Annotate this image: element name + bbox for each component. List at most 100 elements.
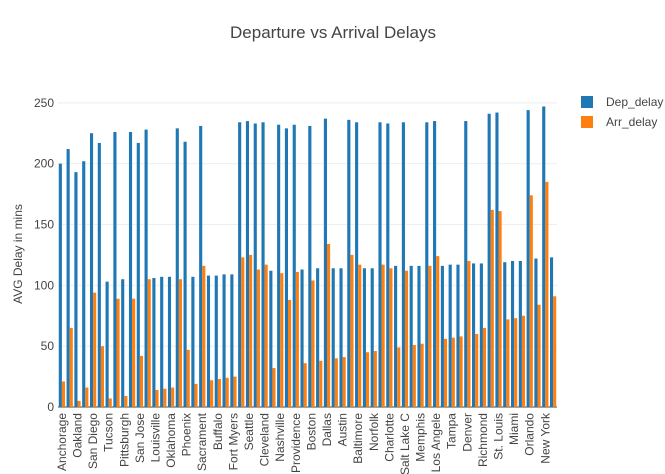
bar — [82, 161, 86, 407]
bar — [412, 344, 416, 407]
bar — [316, 268, 320, 407]
x-tick-label: Miami — [507, 413, 521, 445]
bar — [342, 357, 346, 407]
x-tick-label: Charlotte — [382, 413, 396, 462]
x-tick-label: Nashville — [273, 413, 287, 462]
bar — [249, 254, 253, 407]
x-tick-label: Anchorage — [55, 413, 69, 471]
bar — [428, 265, 432, 407]
bar — [160, 276, 164, 407]
bar — [214, 275, 218, 407]
x-tick-label: Memphis — [414, 413, 428, 462]
bar — [350, 254, 354, 407]
x-tick-label: Tucson — [102, 413, 116, 452]
bar — [404, 270, 409, 407]
bar — [381, 264, 385, 407]
bar — [495, 112, 499, 407]
y-tick-label: 150 — [34, 217, 54, 231]
x-tick-label: Salt Lake C — [398, 413, 412, 474]
bar — [467, 260, 471, 407]
bar — [124, 396, 128, 407]
bar — [230, 274, 234, 407]
bar — [288, 299, 292, 407]
x-tick-label: Cleveland — [258, 413, 272, 466]
bar — [199, 125, 203, 407]
legend-label: Dep_delay — [606, 95, 663, 109]
bar — [272, 368, 276, 407]
bar — [256, 269, 260, 407]
bar — [121, 279, 125, 407]
bar — [311, 280, 315, 407]
x-tick-label: Louisville — [148, 413, 162, 463]
y-tick-label: 200 — [34, 157, 54, 171]
bar — [521, 315, 526, 407]
bar — [280, 273, 284, 407]
bar — [163, 388, 167, 407]
y-axis-title: AVG Delay in mins — [11, 204, 25, 304]
bar — [526, 110, 530, 408]
bar — [440, 265, 444, 407]
bar — [277, 124, 281, 407]
x-tick-label: Pittsburgh — [117, 413, 131, 467]
bar — [105, 281, 109, 407]
bar — [326, 243, 331, 407]
x-tick-label: Providence — [289, 413, 303, 473]
bar — [362, 268, 366, 407]
bar — [339, 268, 343, 407]
bar — [69, 327, 73, 407]
bar — [490, 209, 494, 407]
bar — [518, 260, 522, 407]
bar — [167, 276, 172, 407]
bar — [116, 298, 120, 407]
bar — [222, 274, 226, 407]
bar — [553, 296, 557, 407]
bar — [417, 265, 421, 407]
bar — [100, 346, 105, 407]
bar — [152, 278, 156, 407]
x-tick-label: Norfolk — [367, 412, 381, 451]
bar — [284, 128, 289, 407]
bar — [295, 271, 299, 407]
bar — [506, 319, 510, 407]
bar — [132, 298, 136, 407]
bar — [300, 269, 304, 407]
bar — [443, 338, 448, 407]
bar — [436, 256, 440, 407]
bar — [89, 133, 94, 407]
bar — [171, 387, 175, 407]
bar — [479, 263, 483, 407]
bar — [225, 377, 229, 407]
bar — [233, 376, 237, 407]
bar — [186, 349, 190, 407]
x-tick-label: Austin — [336, 413, 350, 446]
x-tick-label: Los Angele — [429, 413, 443, 473]
x-tick-label: Oklahoma — [164, 413, 178, 468]
x-tick-label: San Jose — [133, 413, 147, 463]
x-tick-label: Denver — [460, 413, 474, 452]
x-tick-label: Orlando — [523, 413, 537, 456]
bar — [537, 304, 541, 407]
bar — [358, 264, 362, 407]
bar — [448, 264, 452, 407]
bar — [183, 141, 187, 407]
bar — [241, 257, 245, 407]
bar — [394, 265, 398, 407]
bar — [264, 264, 268, 407]
bar — [319, 360, 323, 407]
bar — [245, 121, 250, 407]
x-tick-label: Dallas — [320, 413, 334, 446]
bar — [303, 363, 307, 407]
bar — [389, 268, 393, 407]
bar — [77, 400, 81, 407]
bar — [66, 149, 70, 408]
x-tick-label: Fort Myers — [226, 413, 240, 470]
bar — [409, 265, 413, 407]
bar — [85, 387, 89, 407]
bar — [482, 327, 487, 407]
bar — [534, 258, 538, 407]
x-tick-label: Sacrament — [195, 412, 209, 471]
bar — [334, 358, 338, 407]
legend-label: Arr_delay — [606, 115, 657, 129]
bar — [386, 123, 390, 408]
bar — [58, 163, 62, 407]
